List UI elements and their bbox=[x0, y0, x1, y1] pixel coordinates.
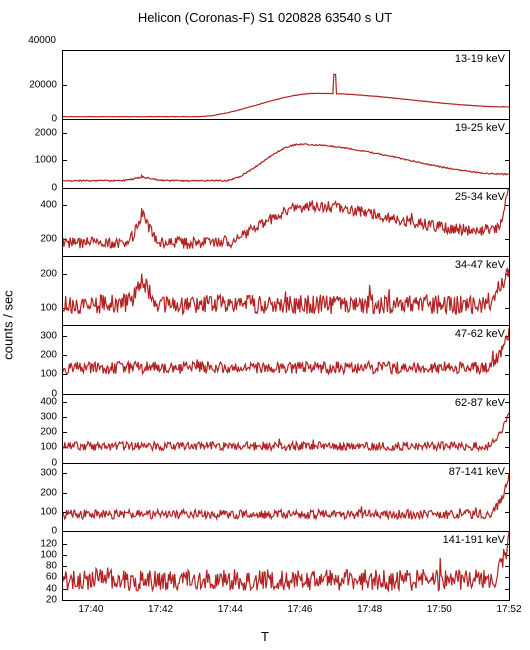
panel-4: 47-62 keV0100200300 bbox=[62, 325, 510, 395]
timeseries-line bbox=[63, 257, 509, 325]
panel-3: 34-47 keV100200 bbox=[62, 256, 510, 326]
xtick-label: 17:44 bbox=[218, 604, 243, 615]
ytick-label: 40 bbox=[46, 583, 57, 594]
ytick-label: 100 bbox=[40, 369, 57, 380]
panel-1: 19-25 keV010002000 bbox=[62, 119, 510, 189]
panel-label: 13-19 keV bbox=[455, 53, 505, 65]
panel-2: 25-34 keV200400 bbox=[62, 188, 510, 258]
timeseries-line bbox=[63, 189, 509, 257]
ytick-label: 200 bbox=[40, 234, 57, 245]
xtick-label: 17:52 bbox=[496, 604, 521, 615]
ytick-label: 300 bbox=[40, 468, 57, 479]
chart-container: Helicon (Coronas-F) S1 020828 63540 s UT… bbox=[0, 0, 530, 650]
ytick-label: 2000 bbox=[35, 128, 57, 139]
ytick-label: 0 bbox=[51, 457, 57, 468]
ytick-label: 100 bbox=[40, 303, 57, 314]
panel-label: 62-87 keV bbox=[455, 397, 505, 409]
panel-6: 87-141 keV0100200300 bbox=[62, 463, 510, 533]
chart-title: Helicon (Coronas-F) S1 020828 63540 s UT bbox=[0, 10, 530, 25]
panel-0: 13-19 keV020000 bbox=[62, 50, 510, 120]
ytick-label: 1000 bbox=[35, 155, 57, 166]
ytick-label: 200 bbox=[40, 350, 57, 361]
panel-label: 87-141 keV bbox=[449, 466, 505, 478]
ytick-label: 20000 bbox=[29, 79, 57, 90]
ytick-label: 300 bbox=[40, 412, 57, 423]
panel-label: 25-34 keV bbox=[455, 191, 505, 203]
top-ytick: 40000 bbox=[28, 35, 62, 46]
timeseries-line bbox=[63, 326, 509, 394]
x-axis-label: T bbox=[0, 629, 530, 644]
ytick-label: 400 bbox=[40, 200, 57, 211]
timeseries-line bbox=[63, 464, 509, 532]
timeseries-line bbox=[63, 51, 509, 119]
panel-5: 62-87 keV0100200300400 bbox=[62, 394, 510, 464]
ytick-label: 0 bbox=[51, 113, 57, 124]
ytick-label: 100 bbox=[40, 442, 57, 453]
ytick-label: 0 bbox=[51, 182, 57, 193]
ytick-label: 0 bbox=[51, 526, 57, 537]
xtick-label: 17:42 bbox=[148, 604, 173, 615]
panel-label: 34-47 keV bbox=[455, 259, 505, 271]
ytick-label: 200 bbox=[40, 269, 57, 280]
xtick-label: 17:40 bbox=[78, 604, 103, 615]
ytick-label: 300 bbox=[40, 330, 57, 341]
timeseries-line bbox=[63, 395, 509, 463]
ytick-label: 100 bbox=[40, 506, 57, 517]
xtick-label: 17:48 bbox=[357, 604, 382, 615]
panel-label: 19-25 keV bbox=[455, 122, 505, 134]
panels-stack: 13-19 keV02000019-25 keV01000200025-34 k… bbox=[62, 50, 510, 600]
ytick-label: 100 bbox=[40, 549, 57, 560]
ytick-label: 400 bbox=[40, 397, 57, 408]
xtick-label: 17:50 bbox=[427, 604, 452, 615]
ytick-label: 200 bbox=[40, 487, 57, 498]
ytick-label: 80 bbox=[46, 561, 57, 572]
panel-label: 141-191 keV bbox=[443, 534, 505, 546]
y-axis-label: counts / sec bbox=[1, 290, 16, 359]
panel-7: 141-191 keV2040608010012017:4017:4217:44… bbox=[62, 531, 510, 601]
ytick-label: 20 bbox=[46, 595, 57, 606]
ytick-label: 120 bbox=[40, 538, 57, 549]
ytick-label: 60 bbox=[46, 572, 57, 583]
timeseries-line bbox=[63, 120, 509, 188]
xtick-label: 17:46 bbox=[287, 604, 312, 615]
ytick-label: 200 bbox=[40, 427, 57, 438]
panel-label: 47-62 keV bbox=[455, 328, 505, 340]
